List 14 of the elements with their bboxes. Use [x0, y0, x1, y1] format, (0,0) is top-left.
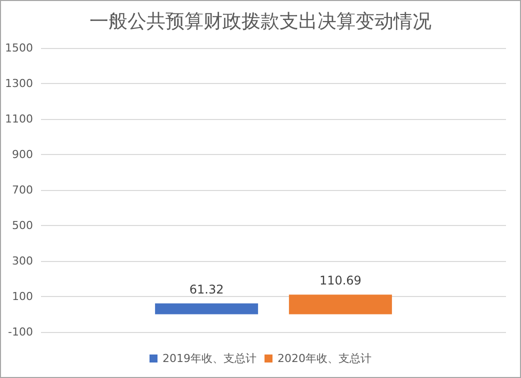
y-tick-label: 100 — [12, 290, 33, 303]
y-tick-label: 300 — [12, 254, 33, 268]
y-tick-label: 1100 — [5, 112, 33, 126]
y-tick-label: -100 — [8, 326, 33, 338]
y-tick-label: 1300 — [5, 77, 33, 90]
data-label: 110.69 — [319, 274, 362, 288]
data-label: 61.32 — [189, 282, 224, 296]
legend-label: 2019年收、支总计 — [162, 352, 257, 365]
y-tick-label: 500 — [12, 219, 33, 232]
chart-title: 一般公共预算财政拨款支出决算变动情况 — [90, 10, 432, 32]
y-tick-label: 700 — [12, 184, 33, 196]
y-tick-label: 1500 — [5, 42, 33, 54]
y-tick-label: 900 — [12, 148, 33, 161]
legend-label: 2020年收、支总计 — [278, 352, 372, 365]
